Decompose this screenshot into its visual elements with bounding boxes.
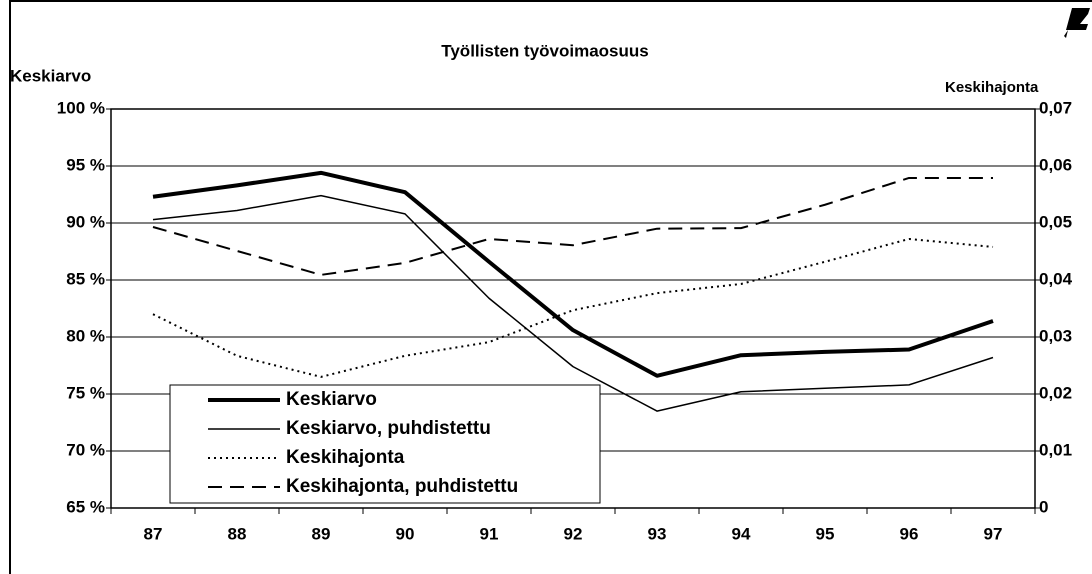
chart-title: Työllisten työvoimaosuus bbox=[441, 41, 649, 60]
y-tick-label: 100 % bbox=[57, 98, 105, 117]
legend-box bbox=[169, 384, 601, 504]
x-tick-label: 96 bbox=[900, 524, 919, 543]
y2-tick-label: 0 bbox=[1039, 497, 1048, 516]
x-tick-label: 95 bbox=[816, 524, 835, 543]
x-tick-label: 93 bbox=[648, 524, 667, 543]
y-tick-label: 70 % bbox=[66, 440, 105, 459]
legend-label: Keskihajonta bbox=[286, 447, 405, 468]
x-tick-label: 89 bbox=[312, 524, 331, 543]
y2-tick-label: 0,04 bbox=[1039, 269, 1073, 288]
y2-tick-label: 0,03 bbox=[1039, 326, 1072, 345]
x-tick-label: 92 bbox=[564, 524, 583, 543]
y-tick-label: 85 % bbox=[66, 269, 105, 288]
x-tick-label: 94 bbox=[732, 524, 751, 543]
legend-label: Keskiarvo, puhdistettu bbox=[286, 418, 491, 439]
y-tick-label: 80 % bbox=[66, 326, 105, 345]
series-line bbox=[152, 170, 994, 378]
plot-area bbox=[110, 108, 1036, 509]
legend-label: Keskihajonta, puhdistettu bbox=[286, 476, 518, 497]
legend-label: Keskiarvo bbox=[286, 389, 377, 410]
y2-tick-label: 0,02 bbox=[1039, 383, 1072, 402]
logo bbox=[1064, 8, 1090, 38]
y-tick-label: 95 % bbox=[66, 155, 105, 174]
series-line bbox=[152, 237, 994, 378]
y2-axis-label: Keskihajonta bbox=[945, 79, 1039, 96]
y-tick-label: 90 % bbox=[66, 212, 105, 231]
x-tick-label: 88 bbox=[228, 524, 247, 543]
series-line bbox=[152, 176, 993, 276]
y2-tick-label: 0,05 bbox=[1039, 212, 1072, 231]
y-axis-label: Keskiarvo bbox=[10, 66, 91, 85]
y2-tick-label: 0,06 bbox=[1039, 155, 1072, 174]
x-tick-label: 97 bbox=[984, 524, 1003, 543]
x-tick-label: 90 bbox=[396, 524, 415, 543]
y-tick-label: 75 % bbox=[66, 383, 105, 402]
x-tick-label: 87 bbox=[144, 524, 163, 543]
y2-tick-label: 0,01 bbox=[1039, 440, 1072, 459]
y2-tick-label: 0,07 bbox=[1039, 98, 1072, 117]
series-line bbox=[152, 194, 994, 412]
y-tick-label: 65 % bbox=[66, 497, 105, 516]
x-tick-label: 91 bbox=[480, 524, 499, 543]
